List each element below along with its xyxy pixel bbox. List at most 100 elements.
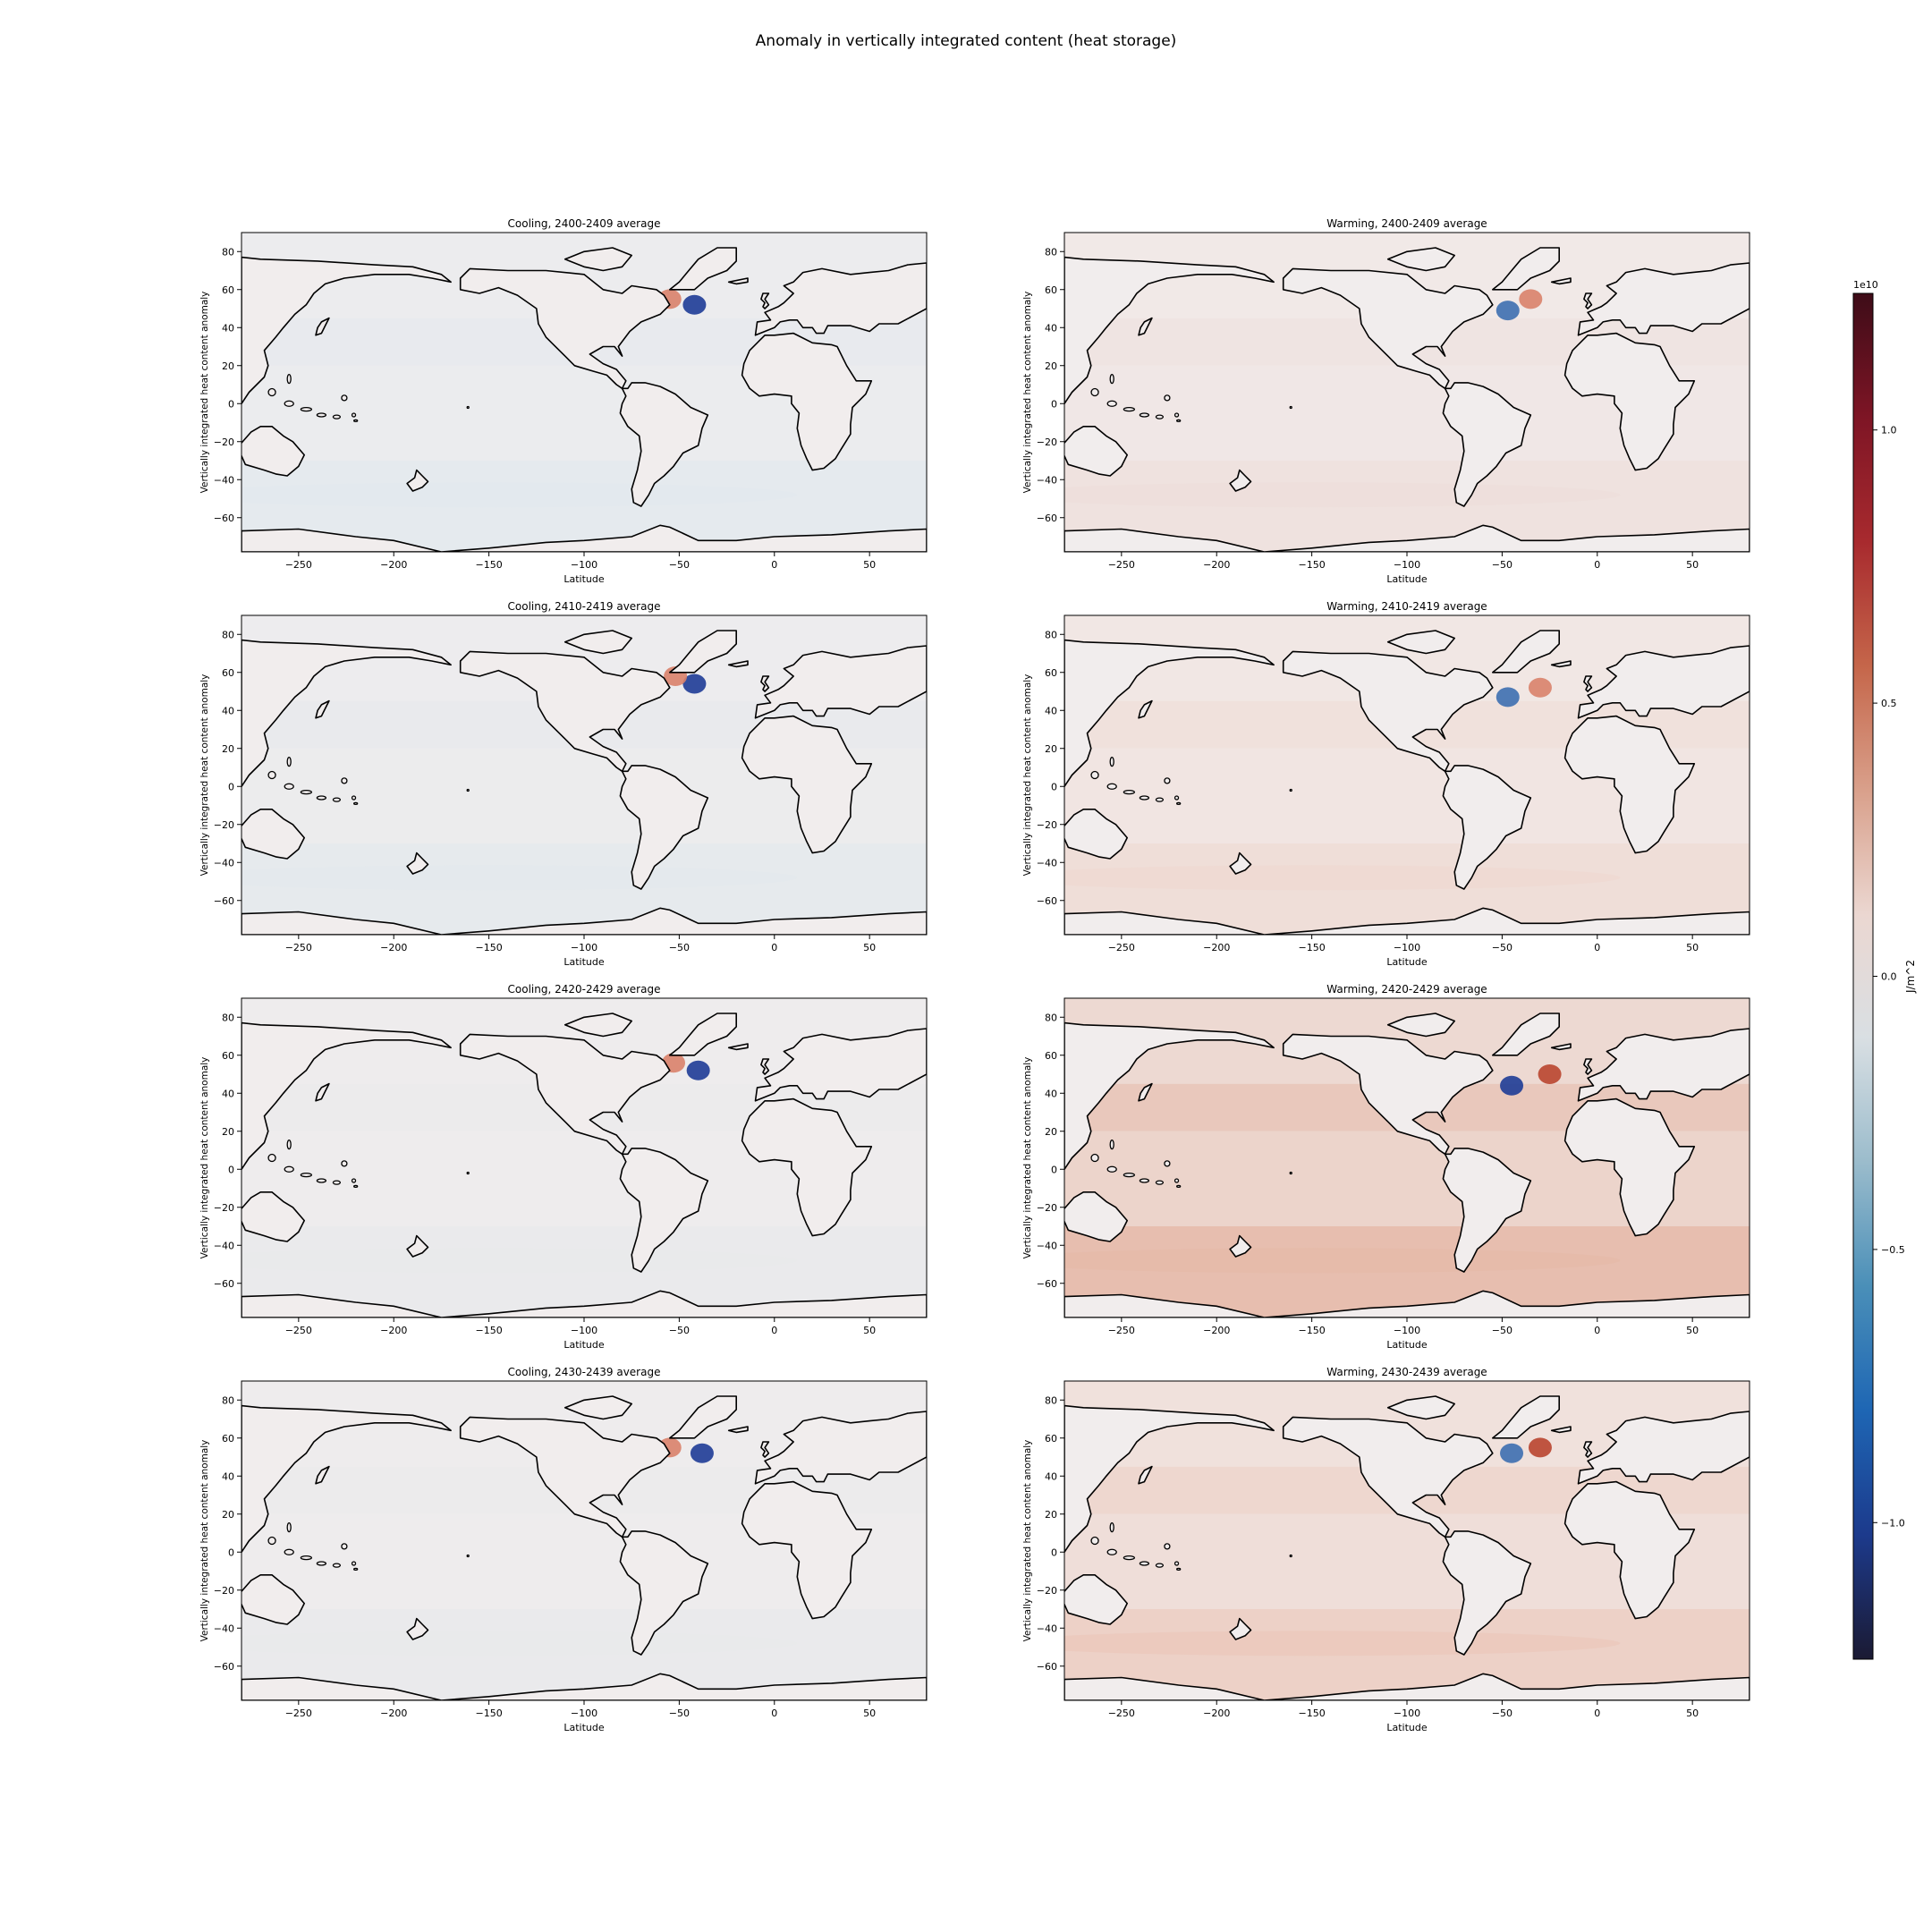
y-tick-label: −60 <box>1037 1278 1057 1290</box>
y-tick-label: −40 <box>1037 1623 1057 1634</box>
continent-outline <box>1583 1058 1593 1075</box>
x-tick-label: 50 <box>1686 1325 1699 1336</box>
continent-outline <box>406 852 429 875</box>
island-outline <box>1123 1555 1135 1561</box>
island-outline <box>267 770 276 780</box>
island-outline <box>267 1153 276 1163</box>
island-outline <box>351 795 357 801</box>
x-tick-label: −250 <box>285 1707 312 1719</box>
map-panel: −250 −200 −150 −100 −50 0 50 80 60 40 20 0 −20 −40 −60… <box>1022 1366 1750 1733</box>
continent-outline <box>1386 630 1455 655</box>
x-tick-label: −250 <box>285 559 312 571</box>
y-tick-label: 80 <box>1045 246 1057 258</box>
figure-title: Anomaly in vertically integrated content… <box>755 32 1177 50</box>
x-tick-label: −100 <box>1394 1325 1420 1336</box>
anomaly-field <box>242 233 927 552</box>
continent-outline <box>242 808 306 860</box>
continent-outline <box>668 1395 738 1439</box>
y-tick-label: 0 <box>228 781 234 792</box>
continent-outline <box>1550 277 1572 285</box>
island-outline <box>1155 1563 1165 1568</box>
island-outline <box>1176 1567 1182 1572</box>
y-tick-label: 40 <box>222 322 234 334</box>
y-tick-label: 60 <box>222 667 234 679</box>
y-tick-label: 80 <box>1045 1394 1057 1406</box>
y-tick-label: 20 <box>222 360 234 372</box>
island-outline <box>1106 783 1117 790</box>
island-outline <box>1176 1184 1182 1189</box>
x-tick-label: 0 <box>771 1707 777 1719</box>
island-outline <box>1174 412 1180 418</box>
continent-outline <box>1064 808 1128 860</box>
anomaly-streak <box>242 1631 798 1657</box>
continent-outline <box>727 660 749 668</box>
anomaly-field <box>242 998 927 1318</box>
island-outline <box>353 801 359 806</box>
continent-outline <box>1138 317 1153 336</box>
antarctica-outline <box>242 524 927 552</box>
x-tick-label: 50 <box>1686 942 1699 953</box>
continent-outline <box>1282 1416 1494 1538</box>
x-axis-label: Latitude <box>1386 1722 1428 1733</box>
y-tick-label: 80 <box>222 1012 234 1023</box>
island-outline <box>1090 1153 1099 1163</box>
island-outline <box>1123 789 1135 795</box>
map-panel: −250 −200 −150 −100 −50 0 50 80 60 40 20 0 −20 −40 −60… <box>1022 217 1750 585</box>
continent-outline <box>760 1441 770 1458</box>
island-outline <box>1155 414 1165 419</box>
continent-outline <box>727 1043 749 1051</box>
x-tick-label: 0 <box>1594 942 1600 953</box>
x-tick-label: −250 <box>1108 559 1135 571</box>
anomaly-streak <box>1064 482 1621 508</box>
colorbar-tick-label: 0.0 <box>1881 971 1897 983</box>
continent-outline <box>741 715 873 854</box>
y-tick-label: −20 <box>214 1585 234 1597</box>
x-tick-label: −200 <box>380 559 407 571</box>
x-tick-label: 0 <box>771 1325 777 1336</box>
island-outline <box>1090 770 1099 780</box>
x-axis-label: Latitude <box>564 1339 605 1351</box>
continent-outline <box>741 332 873 471</box>
island-outline <box>286 756 292 767</box>
island-outline <box>1109 373 1114 385</box>
island-outline <box>1123 1172 1135 1178</box>
panel-title: Cooling, 2430-2439 average <box>508 1366 661 1378</box>
continent-outline <box>1577 1411 1750 1485</box>
x-tick-label: −100 <box>1394 559 1420 571</box>
y-tick-label: 0 <box>1051 1546 1057 1558</box>
island-outline <box>267 387 276 397</box>
island-outline <box>1090 387 1099 397</box>
island-outline <box>1176 801 1182 806</box>
island-outline <box>1106 1165 1117 1173</box>
island-outline <box>341 1160 348 1167</box>
x-tick-label: −200 <box>380 1325 407 1336</box>
y-tick-label: 60 <box>1045 1050 1057 1062</box>
x-axis-label: Latitude <box>1386 956 1428 968</box>
island-outline <box>284 1548 294 1555</box>
island-outline <box>286 1139 292 1150</box>
continent-outline <box>1492 630 1560 674</box>
continent-outline <box>315 699 330 719</box>
x-tick-label: 50 <box>863 559 876 571</box>
x-tick-label: −150 <box>476 1325 503 1336</box>
x-tick-label: −50 <box>1492 1707 1513 1719</box>
continent-outline <box>1064 1021 1275 1171</box>
island-outline <box>286 373 292 385</box>
island-outline <box>316 1178 327 1183</box>
y-axis-label: Vertically integrated heat content anoma… <box>1022 674 1033 877</box>
y-tick-label: 60 <box>1045 284 1057 296</box>
island-outline <box>351 412 357 418</box>
island-outline <box>1164 1160 1171 1167</box>
antarctica-outline <box>1064 524 1750 552</box>
continent-outline <box>564 1395 633 1420</box>
colorbar-gradient <box>1852 292 1874 1660</box>
continent-outline <box>1229 1617 1252 1640</box>
continent-outline <box>315 1465 330 1485</box>
continent-outline <box>459 267 671 390</box>
y-tick-label: −20 <box>1037 1585 1057 1597</box>
continent-outline <box>1064 425 1128 477</box>
island-outline <box>1139 795 1150 801</box>
x-tick-label: 50 <box>863 1707 876 1719</box>
x-tick-label: −50 <box>669 1325 690 1336</box>
continent-outline <box>727 1426 749 1434</box>
